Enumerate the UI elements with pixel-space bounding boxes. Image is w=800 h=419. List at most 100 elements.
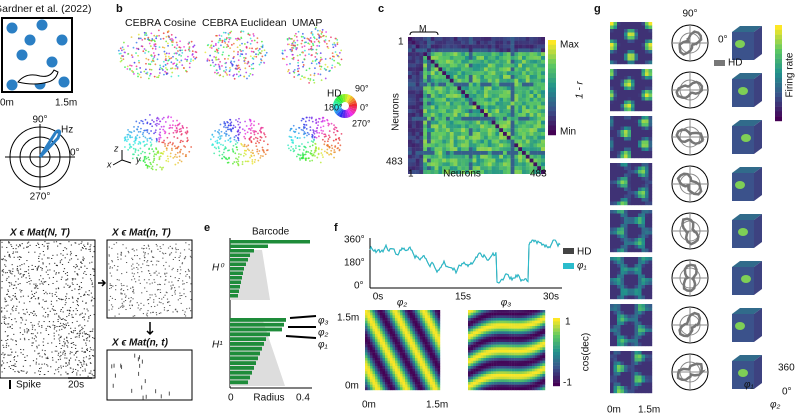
heat-cell [510,90,515,95]
spike [179,266,181,268]
spike [91,330,94,332]
map-cell [417,376,421,380]
heat-cell [408,48,412,53]
map-cell [395,320,398,324]
heat-cell [541,52,545,57]
embedding-point [325,31,328,33]
heat-cell [518,40,523,45]
spike [140,302,142,304]
embedding-point [220,143,222,146]
heat-cell [506,109,511,114]
embedding-point [312,44,315,47]
heat-cell [430,124,435,129]
spike [54,326,56,328]
spike [186,308,188,310]
spike [182,283,184,285]
map-cell [377,326,381,329]
bar [230,267,244,271]
embedding-point [261,44,264,47]
map-cell [427,363,431,367]
heat-cell [468,124,473,129]
spike [5,260,7,262]
map-cell [435,339,438,343]
spike [27,295,29,297]
embedding-point [177,123,180,126]
heat-cell [491,120,496,125]
spike [60,365,62,367]
embedding-point [252,34,255,37]
map-cell [387,315,391,319]
heat-cell [499,44,504,49]
embedding-point [217,41,220,44]
heat-cell [457,63,462,68]
heat-cell [430,97,435,102]
embedding-point [180,139,182,142]
spike [164,294,166,296]
spike [84,271,86,273]
map-cell [415,318,418,321]
heat-cell [472,44,477,49]
spike [78,334,80,336]
heat-cell [491,86,496,91]
embedding-point [156,163,158,166]
spike [112,285,114,287]
spike [136,249,138,251]
embedding-point [249,55,252,58]
embedding-point [136,72,139,75]
map-cell [367,323,371,327]
spike [43,374,45,376]
embedding-point [256,37,259,40]
heat-cell [533,166,538,171]
embedding-point [244,67,247,70]
spike [14,296,16,298]
embedding-point [142,135,145,138]
heat-cell [529,154,534,159]
heat-cell [503,75,507,79]
embedding-point [285,55,288,58]
heat-cell [419,59,424,64]
embedding-point [142,141,145,143]
spike [53,309,55,311]
heat-cell [487,97,492,102]
spike [9,296,11,298]
spike [165,279,167,281]
spike [22,309,24,311]
spike [166,310,168,312]
heat-cell [503,116,507,121]
spike [85,273,87,275]
heat-cell [434,124,439,129]
heat-cell [468,75,473,79]
map-cell [397,347,401,351]
embedding-point [221,53,224,56]
heat-cell [506,37,511,41]
embedding-point [248,137,251,140]
spike [81,347,83,349]
embedding-point [302,133,305,136]
map-cell [410,355,413,359]
spike [55,369,57,371]
spike [77,332,79,334]
heat-cell [510,105,515,110]
spike [155,264,158,266]
heat-cell [468,40,473,45]
spike [42,344,45,346]
map-cell [375,323,378,327]
embedding-point [147,77,150,80]
map-cell [410,320,413,324]
spike [83,361,86,363]
map-cell [437,352,441,356]
embedding-point [141,38,144,41]
heat-cell [457,94,462,98]
map-cell [407,344,411,348]
map-cell [390,363,393,367]
heat-cell [411,40,416,45]
embedding-point [317,152,320,155]
spike [34,287,37,289]
embedding-point [223,122,226,125]
heat-cell [495,56,500,60]
heat-cell [518,116,523,121]
spike [43,281,45,283]
spike [73,266,75,268]
spike [64,350,66,352]
spike [121,293,123,295]
